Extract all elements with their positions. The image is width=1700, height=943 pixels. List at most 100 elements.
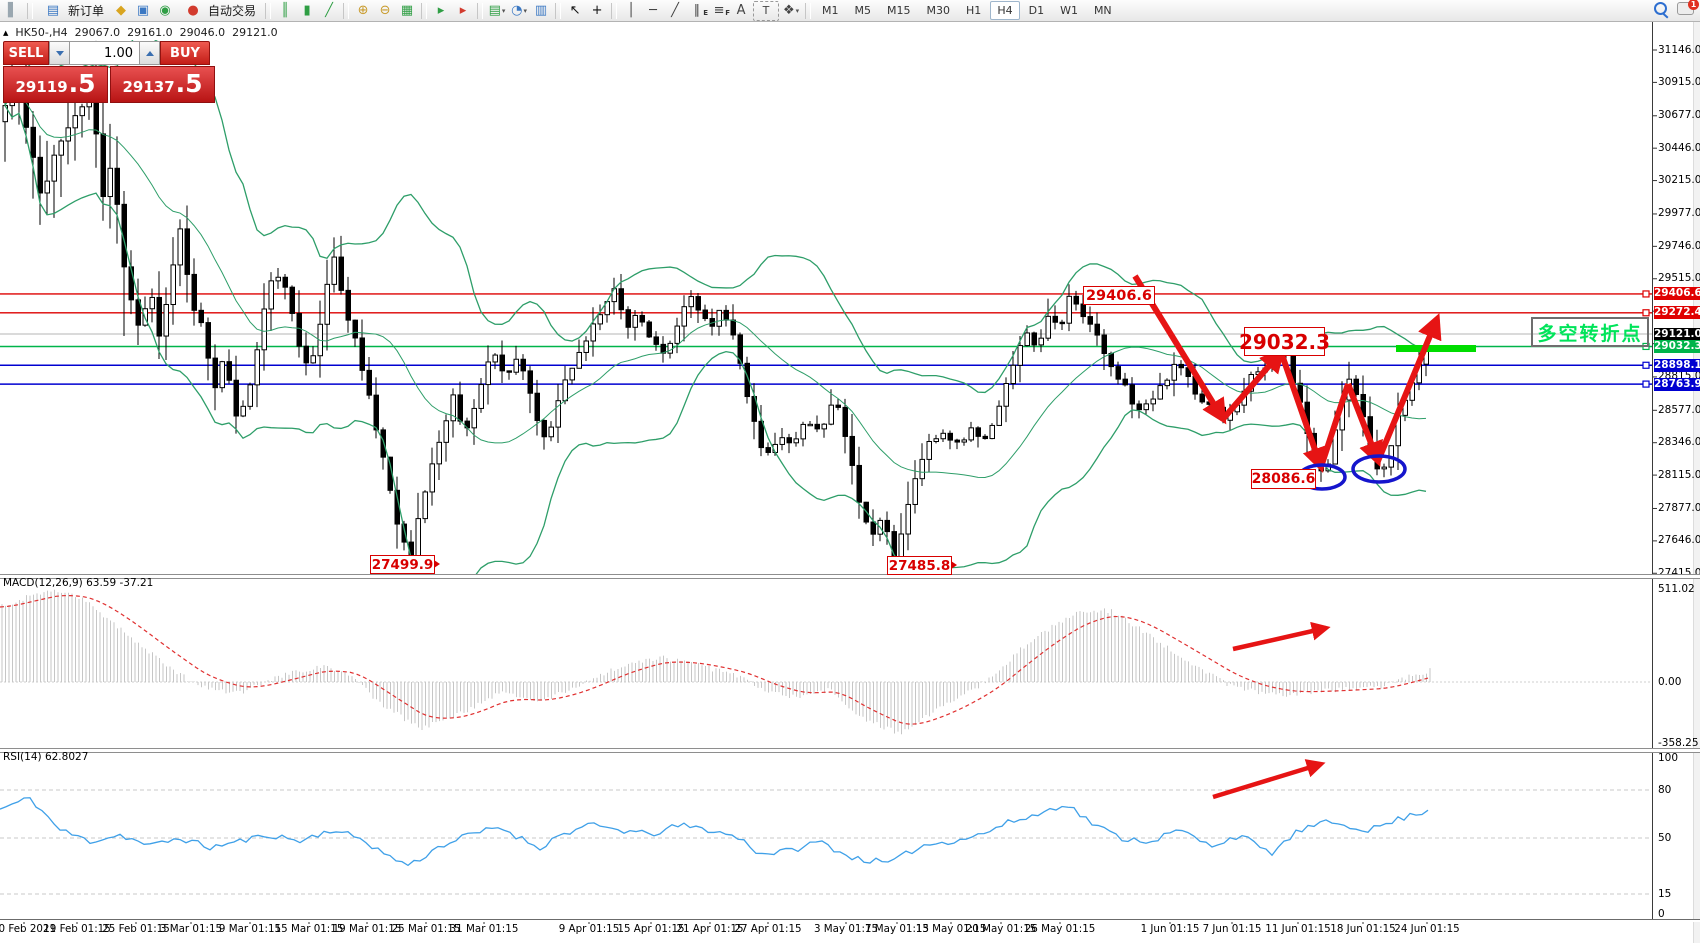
time-tick: 3 May 01:15	[813, 923, 879, 935]
arrows-objects-icon[interactable]: ❖ ▾	[782, 2, 800, 18]
timeframe-m1[interactable]: M1	[822, 4, 839, 17]
price-tick: 30677.0	[1658, 109, 1700, 122]
toolbar-separator	[343, 2, 350, 19]
clipped-edge-icon[interactable]: ▌	[8, 2, 18, 18]
toolbar-separator	[477, 2, 484, 19]
triangle-down-icon	[55, 50, 64, 56]
one-click-trading-panel: SELL 1.00 BUY 29119 .5 29137 .5	[3, 41, 215, 103]
rsi-label: RSI(14) 62.8027	[3, 751, 89, 763]
price-tick: 30915.0	[1658, 75, 1700, 88]
new-chart-icon[interactable]: ▤ ▾	[488, 2, 506, 18]
price-tag: 29406.6	[1654, 287, 1700, 301]
price-tick: 28577.0	[1658, 403, 1700, 416]
price-tag: 28898.1	[1654, 358, 1700, 372]
zoom-in-icon[interactable]: ⊕	[357, 2, 369, 18]
pane-separator-macd[interactable]	[0, 574, 1700, 579]
right-edge-strip	[1693, 22, 1700, 943]
volume-up-button[interactable]	[139, 41, 160, 65]
time-tick: 1 Jun 01:15	[1140, 923, 1200, 935]
price-label-27485[interactable]: 27485.8	[887, 556, 952, 575]
search-icon[interactable]	[1654, 2, 1667, 15]
text-icon[interactable]: A	[736, 2, 746, 18]
price-tag: 29121.0	[1654, 327, 1700, 341]
triangle-up-icon	[145, 50, 154, 56]
timeframe-d1[interactable]: D1	[1028, 4, 1045, 17]
text-label-icon[interactable]: T	[753, 0, 780, 21]
rsi-axis-value: 50	[1658, 832, 1672, 844]
price-tick: 29515.0	[1658, 272, 1700, 285]
price-label-29406[interactable]: 29406.6	[1083, 286, 1155, 305]
time-tick: 24 Jun 01:15	[1394, 923, 1460, 935]
price-label-27499[interactable]: 27499.9	[370, 555, 435, 574]
autotrade-button[interactable]: ● 自动交易	[177, 2, 261, 20]
timeframe-h1[interactable]: H1	[966, 4, 982, 17]
chart-title: ▲ HK50-,H4 29067.0 29161.0 29046.0 29121…	[3, 26, 278, 39]
market-watch-icon[interactable]: ▣	[136, 2, 150, 18]
timeframe-w1[interactable]: W1	[1060, 4, 1078, 17]
time-tick: 19 Feb 01:15	[43, 923, 111, 935]
period-selector-icon[interactable]: ◔ ▾	[511, 2, 527, 18]
rsi-axis-value: 15	[1658, 888, 1672, 900]
bar-chart-icon[interactable]: ║	[281, 2, 289, 18]
buy-price[interactable]: 29137 .5	[110, 66, 215, 103]
toolbar: 1 ▌ ▤ 新订单 ◆ ▣ ◉ ● 自动交易 ║ ▮ ╱ ⊕ ⊖ ▦ ▸ ▸ ▤ ▾ ◔ ▾ ▥ ↖ + │ ─ ╱ ∥ E ≡ F A T ❖…	[0, 0, 1700, 22]
sell-price[interactable]: 29119 .5	[3, 66, 108, 103]
rsi-axis-value: 0	[1658, 908, 1665, 920]
timeframe-h4[interactable]: H4	[990, 1, 1020, 20]
tile-windows-icon[interactable]: ▦	[400, 2, 414, 18]
price-tick: 28115.0	[1658, 468, 1700, 481]
news-broadcast-icon[interactable]: ◉	[159, 2, 171, 18]
ohlc-low: 29046.0	[179, 26, 226, 39]
fibonacci-icon[interactable]: ≡ F	[713, 2, 731, 18]
volume-down-button[interactable]	[49, 41, 70, 65]
candlestick-chart-icon[interactable]: ▮	[303, 2, 311, 18]
vertical-line-icon[interactable]: │	[627, 2, 635, 18]
zoom-out-icon[interactable]: ⊖	[379, 2, 391, 18]
buy-button[interactable]: BUY	[160, 41, 210, 65]
toolbar-separator	[611, 2, 618, 19]
line-chart-icon[interactable]: ╱	[325, 2, 333, 18]
time-tick: 7 Jun 01:15	[1202, 923, 1262, 935]
chart-shift-icon[interactable]: ▸	[459, 2, 467, 18]
toolbar-right-cluster: 1	[1654, 0, 1699, 15]
time-tick: 20 May 01:15	[965, 923, 1037, 935]
time-tick: 25 Feb 01:15	[102, 923, 170, 935]
timeframe-m15[interactable]: M15	[887, 4, 911, 17]
auto-scroll-icon[interactable]: ▸	[437, 2, 445, 18]
price-label-28086[interactable]: 28086.6	[1251, 469, 1316, 489]
time-tick: 25 Mar 01:15	[391, 923, 461, 935]
price-label-27499-pointer	[434, 559, 440, 568]
pane-separator-rsi[interactable]	[0, 748, 1700, 753]
trendline-icon[interactable]: ╱	[671, 2, 679, 18]
time-tick: 9 Apr 01:15	[558, 923, 620, 935]
notification-badge: 1	[1688, 0, 1699, 10]
templates-icon[interactable]: ▥	[534, 2, 548, 18]
price-tick: 31146.0	[1658, 43, 1700, 56]
collapse-triangle-icon[interactable]: ▲	[3, 28, 9, 37]
timeframe-m30[interactable]: M30	[926, 4, 951, 17]
price-label-29032[interactable]: 29032.3	[1239, 327, 1330, 356]
crosshair-icon[interactable]: +	[591, 2, 603, 18]
toolbar-separator	[555, 2, 562, 19]
price-label-27485-pointer	[951, 560, 957, 569]
note-label[interactable]: 多空转折点	[1531, 317, 1649, 347]
equidistant-channel-icon[interactable]: ∥ E	[693, 2, 709, 18]
timeframe-mn[interactable]: MN	[1093, 4, 1112, 17]
time-tick: 31 Mar 01:15	[449, 923, 519, 935]
indicators-icon[interactable]: ◆	[116, 2, 127, 18]
notifications-icon[interactable]: 1	[1677, 0, 1699, 15]
timeframe-m5[interactable]: M5	[854, 4, 872, 17]
sell-button[interactable]: SELL	[3, 41, 49, 65]
time-tick: 15 Apr 01:15	[617, 923, 685, 935]
time-tick: 9 Mar 01:15	[218, 923, 282, 935]
price-tick: 30215.0	[1658, 174, 1700, 187]
volume-input[interactable]: 1.00	[70, 41, 139, 65]
horizontal-line-icon[interactable]: ─	[649, 2, 657, 18]
toolbar-separator	[805, 2, 812, 19]
price-tick: 27646.0	[1658, 534, 1700, 547]
price-tick: 28346.0	[1658, 436, 1700, 449]
cursor-icon[interactable]: ↖	[569, 2, 581, 18]
new-order-button[interactable]: ▤ 新订单	[37, 2, 109, 20]
price-tag: 28763.9	[1654, 377, 1700, 391]
